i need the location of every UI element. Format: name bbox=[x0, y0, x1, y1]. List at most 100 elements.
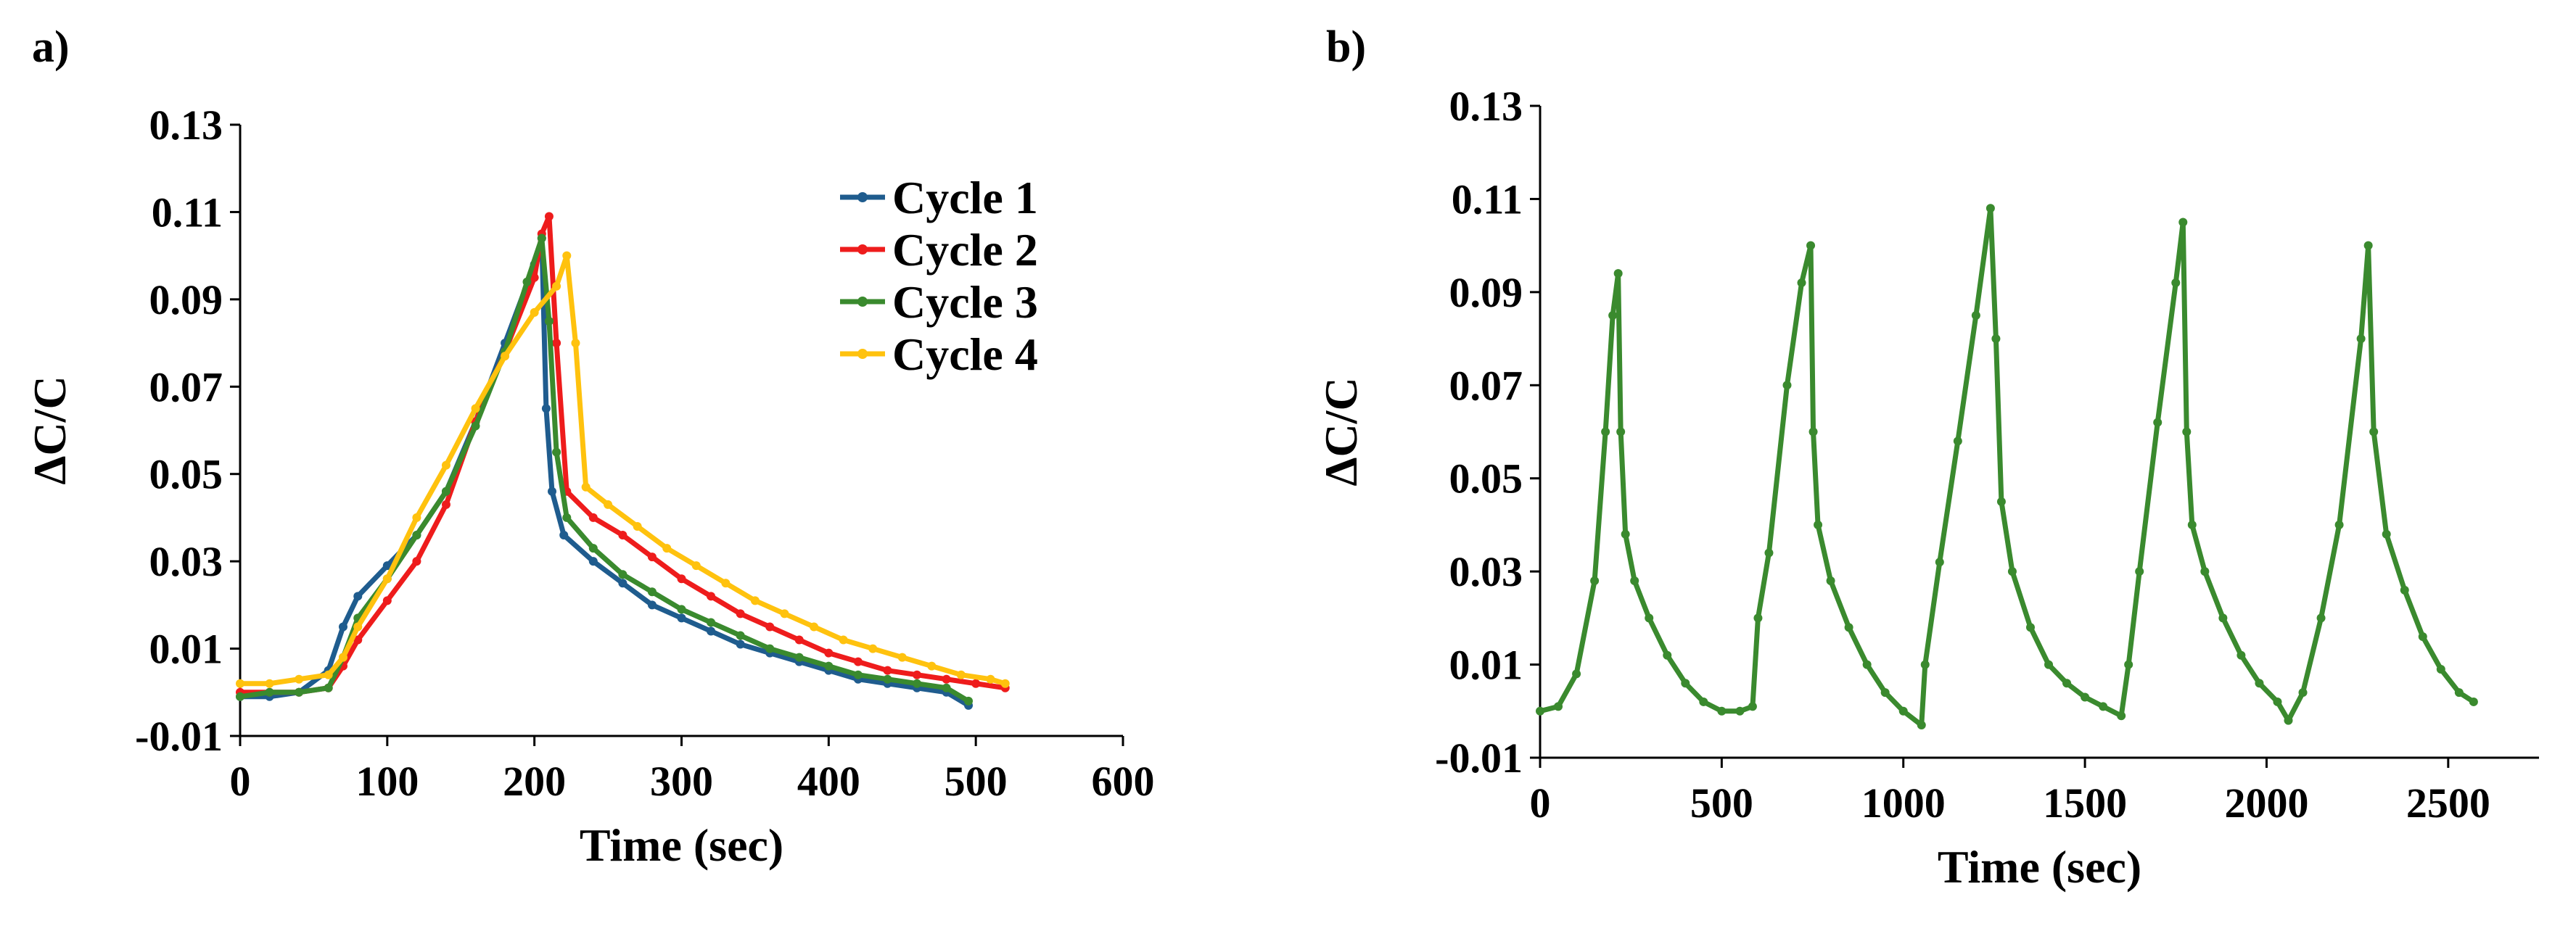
data-point bbox=[2153, 418, 2163, 427]
data-point bbox=[1613, 269, 1623, 278]
y-tick-label: -0.01 bbox=[135, 713, 223, 760]
data-point bbox=[412, 557, 421, 566]
data-point bbox=[548, 487, 557, 496]
data-point bbox=[677, 613, 686, 623]
legend-label-cycle-2: Cycle 2 bbox=[892, 224, 1038, 276]
data-point bbox=[412, 513, 421, 522]
data-point bbox=[441, 487, 450, 496]
data-point bbox=[1880, 688, 1890, 698]
data-point bbox=[1764, 548, 1774, 558]
data-point bbox=[501, 352, 510, 361]
data-point bbox=[2369, 427, 2379, 436]
data-point bbox=[1748, 702, 1757, 711]
data-point bbox=[1782, 381, 1792, 390]
data-point bbox=[964, 696, 974, 706]
data-point bbox=[338, 653, 347, 662]
data-point bbox=[2062, 679, 2072, 688]
data-point bbox=[1645, 613, 1654, 623]
legend-marker-cycle-1 bbox=[857, 192, 868, 202]
data-point bbox=[522, 277, 532, 286]
data-point bbox=[571, 339, 580, 348]
chart-panel-a: a) -0.01 0.01 0.03 0.05 0.07 0.09 0.11 0.13 0 100… bbox=[0, 0, 1233, 927]
legend-marker-cycle-2 bbox=[857, 244, 868, 255]
x-axis-label: Time (sec) bbox=[580, 819, 783, 871]
data-point bbox=[353, 622, 363, 632]
data-point bbox=[736, 640, 745, 649]
data-point bbox=[2081, 692, 2090, 702]
data-point bbox=[2135, 567, 2144, 576]
x-tick-label: 500 bbox=[1690, 779, 1753, 827]
data-point bbox=[1991, 334, 2001, 344]
data-point bbox=[338, 622, 347, 632]
data-point bbox=[2025, 623, 2035, 632]
data-point bbox=[604, 500, 613, 509]
data-point bbox=[1935, 558, 1944, 567]
x-axis-label: Time (sec) bbox=[1938, 841, 2141, 893]
data-point bbox=[1898, 706, 1908, 716]
data-point bbox=[588, 557, 598, 566]
data-point bbox=[2334, 520, 2344, 529]
data-point bbox=[588, 544, 598, 553]
data-point bbox=[382, 596, 392, 605]
series-series-1 bbox=[1536, 204, 2478, 730]
data-point bbox=[1844, 623, 1853, 632]
series-cycle-4 bbox=[236, 251, 1010, 688]
legend-marker-cycle-3 bbox=[857, 297, 868, 307]
data-point bbox=[581, 482, 590, 492]
data-point bbox=[562, 513, 572, 522]
data-point bbox=[552, 281, 561, 291]
data-point bbox=[588, 513, 598, 522]
data-point bbox=[1663, 650, 1672, 660]
data-point bbox=[2436, 664, 2445, 674]
legend-marker-cycle-4 bbox=[857, 349, 868, 359]
data-point bbox=[2099, 702, 2108, 711]
data-point bbox=[765, 622, 775, 632]
chart-a: -0.01 0.01 0.03 0.05 0.07 0.09 0.11 0.13 0 100 200… bbox=[24, 102, 1155, 871]
x-tick-label: 1000 bbox=[1861, 779, 1946, 827]
data-point bbox=[1554, 702, 1563, 711]
y-tick-label: 0.11 bbox=[152, 189, 223, 236]
data-point bbox=[1808, 427, 1818, 436]
data-point bbox=[2236, 650, 2246, 660]
x-tick-label: 500 bbox=[945, 758, 1008, 805]
y-tick-label: 0.07 bbox=[1449, 362, 1523, 409]
data-point bbox=[794, 635, 804, 645]
data-point bbox=[956, 670, 966, 679]
series-line-cycle-1 bbox=[237, 236, 971, 708]
data-point bbox=[897, 653, 907, 662]
data-point bbox=[2200, 567, 2210, 576]
data-point bbox=[839, 635, 848, 645]
data-point bbox=[2124, 660, 2133, 669]
data-point bbox=[537, 233, 546, 243]
y-tick-label: 0.09 bbox=[1449, 269, 1523, 316]
data-point bbox=[2218, 613, 2228, 623]
panel-label-a: a) bbox=[32, 22, 70, 72]
data-point bbox=[618, 579, 627, 588]
data-point bbox=[236, 679, 244, 688]
data-point bbox=[1572, 669, 1581, 679]
data-point bbox=[1826, 576, 1835, 585]
data-point bbox=[883, 666, 892, 675]
panel-label-b: b) bbox=[1326, 22, 1367, 72]
data-point bbox=[2255, 679, 2264, 688]
data-point bbox=[1797, 278, 1806, 288]
data-point bbox=[541, 404, 551, 413]
data-point bbox=[441, 460, 450, 470]
data-point bbox=[707, 618, 716, 627]
data-point bbox=[707, 592, 716, 601]
data-point bbox=[1601, 427, 1610, 436]
data-point bbox=[633, 521, 642, 531]
data-point bbox=[618, 570, 627, 579]
data-point bbox=[691, 561, 701, 571]
data-point bbox=[324, 670, 333, 679]
y-tick-label: 0.09 bbox=[149, 276, 223, 323]
data-point bbox=[530, 307, 539, 317]
data-point bbox=[677, 605, 686, 614]
data-point bbox=[736, 631, 745, 640]
data-point bbox=[2044, 660, 2054, 669]
data-point bbox=[1753, 613, 1763, 623]
data-point bbox=[552, 447, 561, 457]
data-point bbox=[382, 561, 392, 571]
data-point bbox=[2187, 520, 2197, 529]
y-tick-label: 0.03 bbox=[1449, 548, 1523, 595]
